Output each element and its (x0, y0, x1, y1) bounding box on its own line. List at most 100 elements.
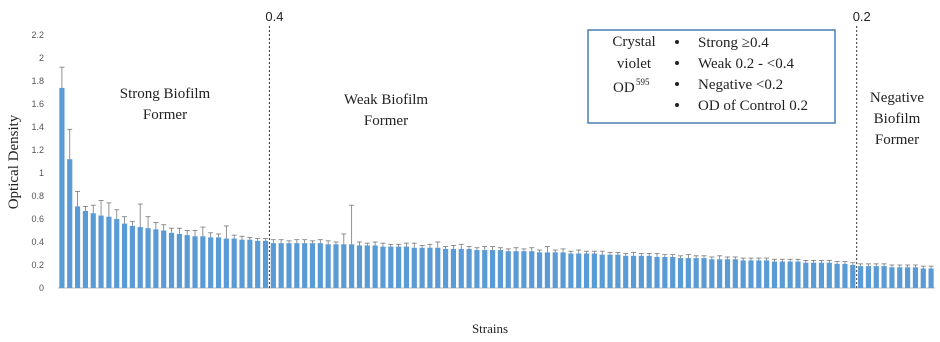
bar (435, 247, 441, 288)
bar (145, 228, 151, 288)
bar (153, 229, 159, 288)
bar (341, 244, 347, 288)
legend-item: Negative <0.2 (698, 77, 783, 93)
bar (286, 243, 292, 288)
bar (427, 247, 433, 288)
bar (771, 261, 778, 288)
legend-item: Strong ≥0.4 (698, 35, 769, 51)
bar (270, 243, 276, 288)
bar (200, 236, 206, 288)
bar (184, 235, 190, 288)
bar (458, 248, 464, 288)
bar (114, 219, 120, 288)
bar (443, 248, 449, 288)
bar (349, 244, 355, 288)
bar (591, 253, 597, 288)
bar (897, 267, 903, 288)
group-label: Biofilm (874, 111, 921, 127)
bar (168, 232, 175, 288)
bar (521, 251, 527, 288)
bar (90, 213, 96, 288)
bar (215, 237, 222, 288)
bar (717, 259, 723, 288)
bar (223, 238, 229, 288)
bar (129, 225, 135, 288)
bar (466, 248, 472, 288)
y-tick-label: 0 (39, 283, 44, 293)
group-label: Former (364, 113, 408, 129)
bar (278, 243, 284, 288)
bar (607, 254, 613, 288)
bar (685, 258, 691, 288)
bar (474, 250, 480, 288)
group-label: Former (875, 132, 919, 148)
y-tick-label: 2.2 (31, 30, 44, 40)
bar (623, 255, 629, 288)
bar (325, 244, 331, 288)
bar (356, 245, 363, 288)
bar (294, 243, 300, 288)
bar (552, 252, 558, 288)
legend-title-sup: 595 (636, 77, 650, 87)
legend-bullet (675, 40, 679, 44)
bar (262, 240, 269, 288)
bar (544, 252, 550, 288)
bar (529, 251, 535, 288)
bar (724, 259, 731, 288)
bar (912, 267, 919, 288)
legend-title: OD (613, 80, 635, 96)
bar (176, 233, 182, 288)
bar (74, 206, 81, 288)
bar (905, 267, 911, 288)
legend-bullet (675, 82, 679, 86)
y-tick-label: 1.2 (31, 145, 44, 155)
bar (787, 261, 793, 288)
bar (630, 255, 637, 288)
bar (615, 254, 621, 288)
bar (403, 246, 410, 288)
bar (677, 258, 684, 288)
group-label: Negative (870, 90, 924, 106)
bar (889, 267, 895, 288)
bar (583, 253, 590, 288)
bar (411, 247, 417, 288)
bar (302, 243, 308, 288)
bar (82, 210, 88, 288)
bar (779, 261, 785, 288)
bar (247, 239, 253, 288)
bar (826, 262, 832, 288)
bar (599, 254, 605, 288)
bar (881, 266, 887, 288)
y-tick-label: 0.6 (31, 214, 44, 224)
bar (482, 250, 488, 288)
y-tick-label: 1.4 (31, 122, 44, 132)
legend-title: Crystal (612, 34, 655, 50)
bar (865, 266, 872, 288)
bar (756, 260, 762, 288)
bar (818, 262, 825, 288)
bar (568, 253, 574, 288)
bar (239, 239, 245, 288)
bar (137, 227, 143, 288)
y-tick-label: 2 (39, 53, 44, 63)
bar (380, 246, 386, 288)
bar (701, 258, 707, 288)
bar (638, 255, 644, 288)
bar (364, 245, 370, 288)
x-axis-label: Strains (472, 321, 508, 336)
bar (309, 243, 316, 288)
bar (748, 260, 754, 288)
bar (842, 263, 848, 288)
bar (646, 255, 652, 288)
bar (490, 250, 496, 288)
bar (333, 244, 339, 288)
bar (59, 87, 65, 289)
bar (372, 245, 378, 288)
bar (513, 251, 519, 288)
bar (928, 268, 934, 288)
bar (450, 248, 457, 288)
bar (106, 216, 112, 288)
bar (732, 259, 738, 288)
bar (654, 256, 660, 288)
legend-box (587, 29, 836, 124)
